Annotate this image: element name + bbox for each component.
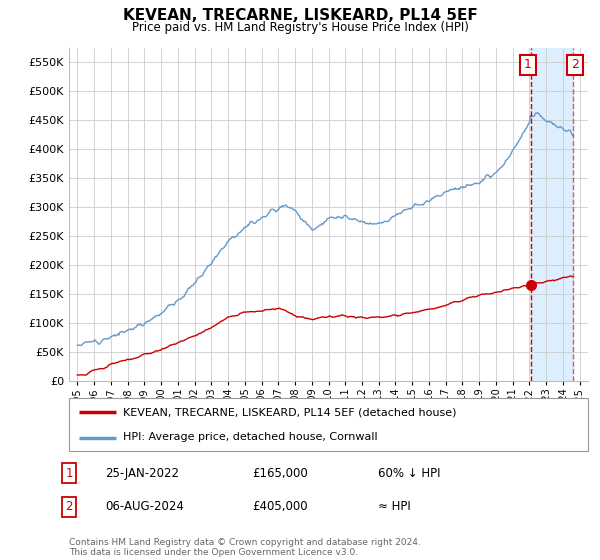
Text: Price paid vs. HM Land Registry's House Price Index (HPI): Price paid vs. HM Land Registry's House …: [131, 21, 469, 34]
Text: HPI: Average price, detached house, Cornwall: HPI: Average price, detached house, Corn…: [124, 432, 378, 442]
Text: ≈ HPI: ≈ HPI: [378, 500, 411, 514]
Text: 2: 2: [65, 500, 73, 514]
Bar: [530, 48, 572, 381]
Text: KEVEAN, TRECARNE, LISKEARD, PL14 5EF (detached house): KEVEAN, TRECARNE, LISKEARD, PL14 5EF (de…: [124, 408, 457, 418]
Text: 1: 1: [65, 466, 73, 480]
Text: £165,000: £165,000: [252, 466, 308, 480]
Text: 60% ↓ HPI: 60% ↓ HPI: [378, 466, 440, 480]
Text: Contains HM Land Registry data © Crown copyright and database right 2024.
This d: Contains HM Land Registry data © Crown c…: [69, 538, 421, 557]
Text: 2: 2: [571, 58, 579, 72]
Text: KEVEAN, TRECARNE, LISKEARD, PL14 5EF: KEVEAN, TRECARNE, LISKEARD, PL14 5EF: [122, 8, 478, 24]
FancyBboxPatch shape: [69, 398, 588, 451]
Text: £405,000: £405,000: [252, 500, 308, 514]
Text: 06-AUG-2024: 06-AUG-2024: [105, 500, 184, 514]
Text: 25-JAN-2022: 25-JAN-2022: [105, 466, 179, 480]
Text: 1: 1: [524, 58, 532, 72]
